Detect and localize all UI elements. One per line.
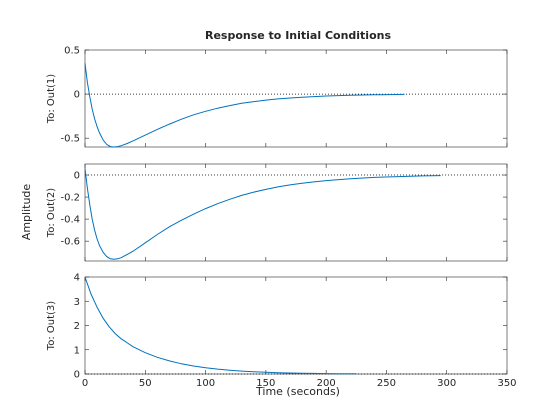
subplot-3-y-tick-label: 4 bbox=[74, 273, 80, 284]
subplot-3-y-tick-label: 2 bbox=[74, 321, 80, 332]
subplot-2-label: To: Out(2) bbox=[46, 188, 57, 238]
subplot-3-y-tick-label: 3 bbox=[74, 297, 80, 308]
subplot-1-label: To: Out(1) bbox=[46, 74, 57, 124]
x-tick-label: 300 bbox=[437, 378, 456, 389]
x-tick-label: 100 bbox=[196, 378, 215, 389]
subplot-1-y-tick-label: 0.5 bbox=[64, 46, 80, 57]
y-axis-label: Amplitude bbox=[20, 184, 33, 241]
subplot-3-response-line bbox=[84, 276, 357, 375]
x-tick-label: 350 bbox=[497, 378, 516, 389]
x-tick-label: 250 bbox=[377, 378, 396, 389]
subplot-1-axes bbox=[84, 49, 508, 148]
subplot-2-y-tick-label: -0.6 bbox=[60, 237, 80, 248]
subplot-1-response-line bbox=[84, 63, 405, 148]
subplot-2-response-line bbox=[84, 168, 441, 260]
subplot-3-label: To: Out(3) bbox=[46, 301, 57, 351]
subplot-3-axes bbox=[84, 276, 508, 375]
x-axis-label: Time (seconds) bbox=[255, 385, 340, 398]
subplot-2-axes bbox=[84, 163, 508, 262]
x-tick-label: 50 bbox=[139, 378, 152, 389]
subplot-3-y-tick-label: 0 bbox=[74, 370, 80, 381]
x-tick-label: 150 bbox=[256, 378, 275, 389]
subplot-2-y-tick-label: -0.4 bbox=[60, 215, 80, 226]
subplot-2-y-tick-label: -0.2 bbox=[60, 193, 80, 204]
chart-title: Response to Initial Conditions bbox=[205, 29, 391, 42]
subplot-2-y-tick-label: 0 bbox=[74, 171, 80, 182]
x-tick-label: 0 bbox=[82, 378, 88, 389]
subplot-1-y-tick-label: 0 bbox=[74, 90, 80, 101]
subplot-3-y-tick-label: 1 bbox=[74, 345, 80, 356]
subplot-1-y-tick-label: -0.5 bbox=[60, 134, 80, 145]
x-tick-label: 200 bbox=[317, 378, 336, 389]
